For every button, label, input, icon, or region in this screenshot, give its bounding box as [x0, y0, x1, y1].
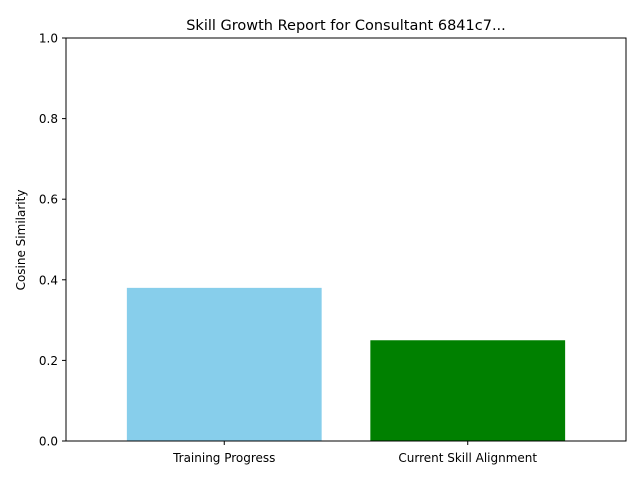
x-tick-label: Training Progress: [172, 451, 275, 465]
y-tick-label: 0.4: [39, 273, 58, 287]
y-tick-label: 0.6: [39, 193, 58, 207]
y-ticks-group: 0.0 0.2 0.4 0.6 0.8 1.0: [39, 32, 66, 449]
plot-frame: [65, 37, 627, 442]
bar-2: [370, 340, 566, 441]
y-tick-label: 0.2: [39, 354, 58, 368]
x-tick-label: Current Skill Alignment: [398, 451, 537, 465]
y-tick-label: 1.0: [39, 32, 58, 46]
bars-group: [126, 287, 566, 441]
chart-title: Skill Growth Report for Consultant 6841c…: [186, 18, 506, 34]
y-tick-label: 0.8: [39, 112, 58, 126]
bar-1: [126, 287, 322, 441]
x-ticks-group: Training Progress Current Skill Alignment: [172, 441, 537, 465]
y-tick-label: 0.0: [39, 435, 58, 449]
y-axis-label: Cosine Similarity: [14, 190, 28, 291]
